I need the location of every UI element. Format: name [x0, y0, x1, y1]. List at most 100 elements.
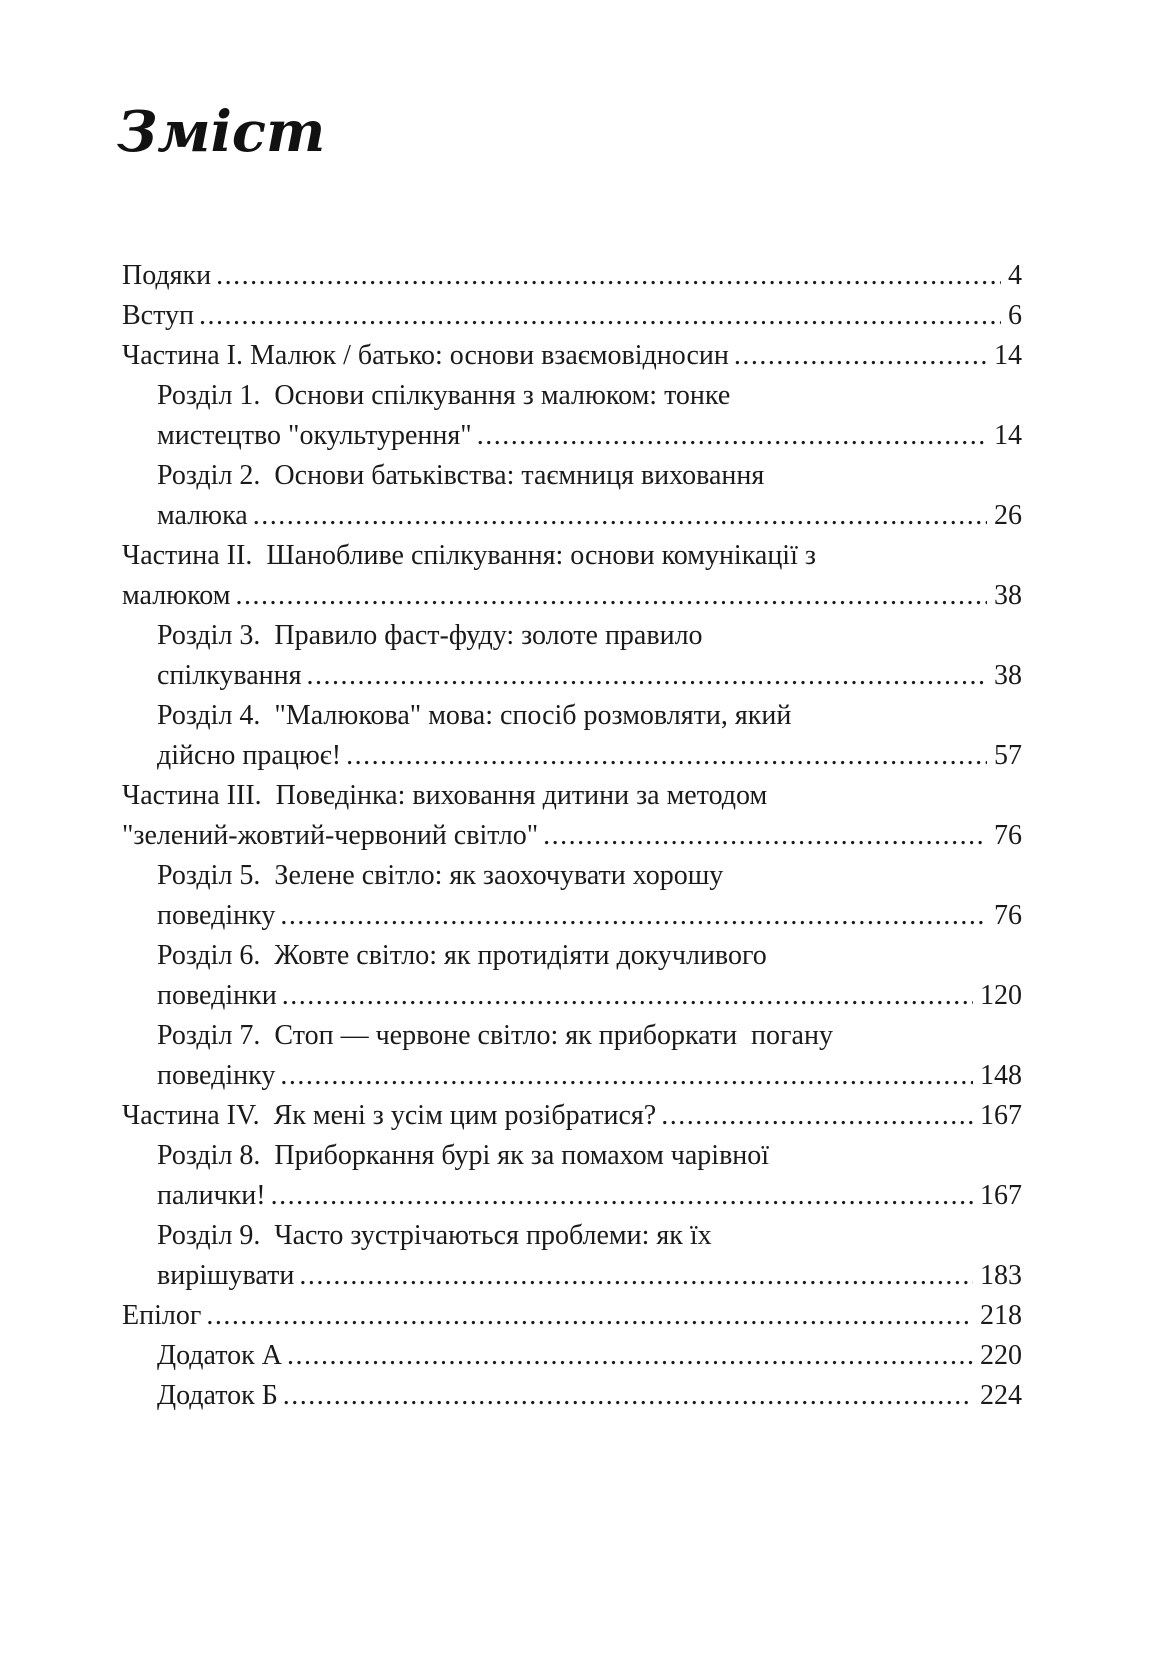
toc-entry: Розділ 3. Правило фаст-фуду: золоте прав… — [122, 616, 1022, 696]
toc-line: палички!................................… — [122, 1176, 1022, 1216]
page-number: 148 — [980, 1060, 1022, 1092]
toc-line: Розділ 2. Основи батьківства: таємниця в… — [122, 456, 1022, 496]
dot-leader: ........................................… — [346, 740, 987, 772]
toc-entry: Додаток Б...............................… — [122, 1376, 1022, 1416]
page-number: 4 — [1008, 260, 1022, 292]
page-number: 76 — [994, 900, 1022, 932]
page-number: 26 — [994, 500, 1022, 532]
toc-line: Розділ 9. Часто зустрічаються проблеми: … — [122, 1216, 1022, 1256]
toc-entry: Вступ...................................… — [122, 296, 1022, 336]
toc-entry: Епілог..................................… — [122, 1296, 1022, 1336]
toc-entry: Частина I. Малюк / батько: основи взаємо… — [122, 336, 1022, 376]
toc-entry-label: Додаток А — [157, 1340, 282, 1372]
dot-leader: ........................................… — [476, 420, 987, 452]
dot-leader: ........................................… — [216, 260, 1001, 292]
toc-line: Додаток Б...............................… — [122, 1376, 1022, 1416]
toc-entry-label: Епілог — [122, 1300, 202, 1332]
dot-leader: ........................................… — [306, 660, 988, 692]
toc-entry: Розділ 9. Часто зустрічаються проблеми: … — [122, 1216, 1022, 1296]
toc-entry-label: спілкування — [157, 660, 302, 692]
toc-line: малюком.................................… — [122, 576, 1022, 616]
toc-entry-label: малюком — [122, 580, 231, 612]
toc-entry-label: вирішувати — [157, 1260, 295, 1292]
toc-line: спілкування.............................… — [122, 656, 1022, 696]
toc-entry: Частина II. Шанобливе спілкування: основ… — [122, 536, 1022, 616]
toc-entry-label: Частина III. Поведінка: виховання дитини… — [122, 780, 768, 812]
toc-line: мистецтво "окультурення"................… — [122, 416, 1022, 456]
toc-line: Вступ...................................… — [122, 296, 1022, 336]
toc-line: поведінку...............................… — [122, 896, 1022, 936]
toc-line: Розділ 3. Правило фаст-фуду: золоте прав… — [122, 616, 1022, 656]
page-number: 120 — [980, 980, 1022, 1012]
toc-line: "зелений-жовтий-червоний світло"........… — [122, 816, 1022, 856]
toc-entry-label: дійсно працює! — [157, 740, 342, 772]
dot-leader: ........................................… — [235, 580, 987, 612]
page-number: 14 — [994, 340, 1022, 372]
toc-line: поведінки...............................… — [122, 976, 1022, 1016]
toc-entry: Частина III. Поведінка: виховання дитини… — [122, 776, 1022, 856]
toc-entry-label: Вступ — [122, 300, 194, 332]
toc-list: Подяки..................................… — [122, 256, 1022, 1416]
toc-line: Частина I. Малюк / батько: основи взаємо… — [122, 336, 1022, 376]
toc-entry-label: малюка — [157, 500, 248, 532]
page-number: 224 — [980, 1380, 1022, 1412]
toc-line: Розділ 6. Жовте світло: як протидіяти до… — [122, 936, 1022, 976]
toc-entry-label: Розділ 6. Жовте світло: як протидіяти до… — [157, 940, 767, 972]
toc-entry: Розділ 8. Приборкання бурі як за помахом… — [122, 1136, 1022, 1216]
toc-entry-label: Розділ 8. Приборкання бурі як за помахом… — [157, 1140, 770, 1172]
toc-line: Частина III. Поведінка: виховання дитини… — [122, 776, 1022, 816]
page-number: 220 — [980, 1340, 1022, 1372]
toc-entry: Подяки..................................… — [122, 256, 1022, 296]
dot-leader: ........................................… — [198, 300, 1001, 332]
dot-leader: ........................................… — [286, 1340, 973, 1372]
dot-leader: ........................................… — [733, 340, 987, 372]
dot-leader: ........................................… — [280, 900, 987, 932]
dot-leader: ........................................… — [543, 820, 987, 852]
toc-entry: Розділ 6. Жовте світло: як протидіяти до… — [122, 936, 1022, 1016]
toc-entry-label: Розділ 2. Основи батьківства: таємниця в… — [157, 460, 765, 492]
toc-line: Розділ 7. Стоп — червоне світло: як приб… — [122, 1016, 1022, 1056]
toc-line: Розділ 1. Основи спілкування з малюком: … — [122, 376, 1022, 416]
page-number: 14 — [994, 420, 1022, 452]
toc-entry: Розділ 1. Основи спілкування з малюком: … — [122, 376, 1022, 456]
toc-line: Розділ 5. Зелене світло: як заохочувати … — [122, 856, 1022, 896]
toc-entry-label: палички! — [157, 1180, 266, 1212]
page-number: 57 — [994, 740, 1022, 772]
page-number: 167 — [980, 1180, 1022, 1212]
toc-entry-label: поведінку — [157, 900, 276, 932]
page-number: 183 — [980, 1260, 1022, 1292]
dot-leader: ........................................… — [252, 500, 987, 532]
toc-entry-label: Розділ 3. Правило фаст-фуду: золоте прав… — [157, 620, 703, 652]
toc-entry: Розділ 2. Основи батьківства: таємниця в… — [122, 456, 1022, 536]
dot-leader: ........................................… — [661, 1100, 973, 1132]
dot-leader: ........................................… — [282, 1380, 973, 1412]
toc-line: Частина II. Шанобливе спілкування: основ… — [122, 536, 1022, 576]
page-number: 76 — [994, 820, 1022, 852]
toc-entry-label: мистецтво "окультурення" — [157, 420, 472, 452]
toc-entry-label: Розділ 7. Стоп — червоне світло: як приб… — [157, 1020, 833, 1052]
toc-line: Епілог..................................… — [122, 1296, 1022, 1336]
toc-entry: Розділ 4. "Малюкова" мова: спосіб розмов… — [122, 696, 1022, 776]
toc-entry: Частина IV. Як мені з усім цим розібрати… — [122, 1096, 1022, 1136]
toc-entry: Розділ 7. Стоп — червоне світло: як приб… — [122, 1016, 1022, 1096]
toc-entry-label: Розділ 1. Основи спілкування з малюком: … — [157, 380, 731, 412]
dot-leader: ........................................… — [206, 1300, 973, 1332]
page-number: 218 — [980, 1300, 1022, 1332]
toc-entry-label: поведінку — [157, 1060, 276, 1092]
toc-line: Розділ 8. Приборкання бурі як за помахом… — [122, 1136, 1022, 1176]
toc-entry-label: поведінки — [157, 980, 277, 1012]
dot-leader: ........................................… — [280, 1060, 973, 1092]
page-number: 38 — [994, 580, 1022, 612]
toc-entry-label: "зелений-жовтий-червоний світло" — [122, 820, 539, 852]
toc-entry-label: Розділ 5. Зелене світло: як заохочувати … — [157, 860, 724, 892]
toc-entry-label: Додаток Б — [157, 1380, 278, 1412]
toc-line: Частина IV. Як мені з усім цим розібрати… — [122, 1096, 1022, 1136]
toc-entry-label: Подяки — [122, 260, 212, 292]
dot-leader: ........................................… — [270, 1180, 973, 1212]
toc-entry-label: Розділ 9. Часто зустрічаються проблеми: … — [157, 1220, 712, 1252]
page-number: 167 — [980, 1100, 1022, 1132]
dot-leader: ........................................… — [299, 1260, 973, 1292]
toc-entry-label: Розділ 4. "Малюкова" мова: спосіб розмов… — [157, 700, 792, 732]
toc-entry-label: Частина IV. Як мені з усім цим розібрати… — [122, 1100, 657, 1132]
